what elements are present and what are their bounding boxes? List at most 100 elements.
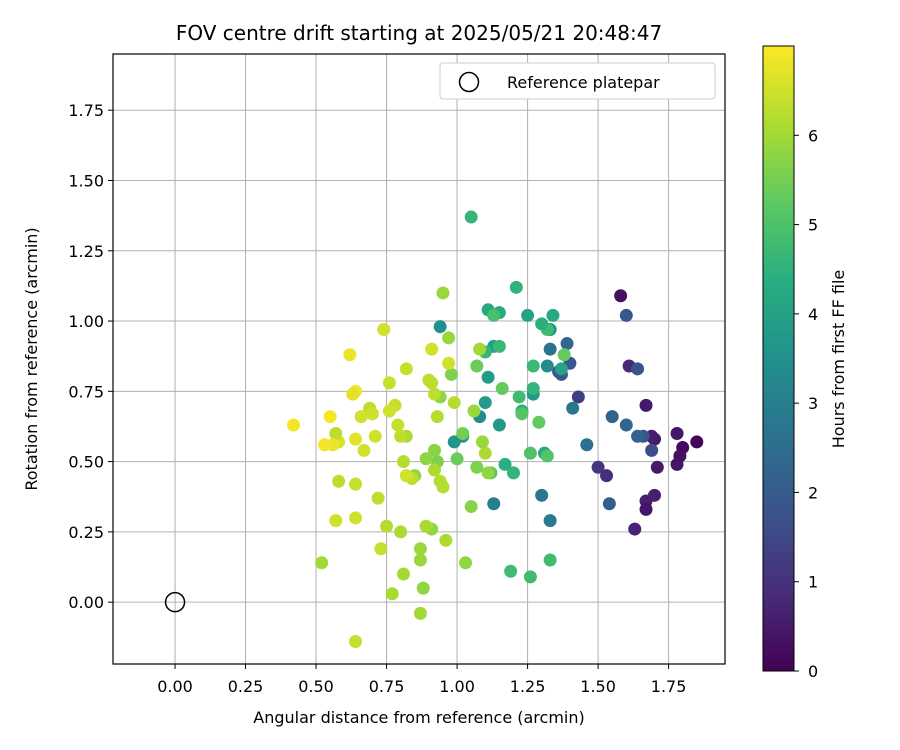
- data-point: [506, 466, 520, 480]
- colorbar-gradient: [762, 45, 795, 672]
- data-point: [374, 542, 388, 556]
- data-point: [467, 404, 481, 418]
- data-point: [481, 370, 495, 384]
- data-point: [428, 463, 442, 477]
- data-point: [318, 438, 332, 452]
- data-point: [670, 457, 684, 471]
- y-tick-label: 1.25: [68, 242, 104, 261]
- data-point: [523, 570, 537, 584]
- data-point: [377, 322, 391, 336]
- x-tick-label: 0.25: [228, 677, 264, 696]
- data-point: [670, 426, 684, 440]
- data-point: [394, 525, 408, 539]
- data-point: [382, 376, 396, 390]
- data-point: [357, 443, 371, 457]
- data-point: [399, 469, 413, 483]
- data-point: [365, 407, 379, 421]
- colorbar-ticks: 0 1 2 3 4 5 6: [794, 126, 818, 681]
- data-point: [631, 362, 645, 376]
- data-point: [382, 404, 396, 418]
- data-point: [631, 429, 645, 443]
- data-point: [614, 289, 628, 303]
- x-tick-label: 0.00: [157, 677, 193, 696]
- colorbar-tick-label: 4: [808, 305, 818, 324]
- data-point: [492, 339, 506, 353]
- data-point: [478, 396, 492, 410]
- data-point: [690, 435, 704, 449]
- data-point: [413, 542, 427, 556]
- data-point: [447, 435, 461, 449]
- data-point: [323, 410, 337, 424]
- data-point: [540, 449, 554, 463]
- data-point: [413, 553, 427, 567]
- data-point: [600, 469, 614, 483]
- data-point: [286, 418, 300, 432]
- data-point: [495, 382, 509, 396]
- data-point: [478, 446, 492, 460]
- data-point: [543, 553, 557, 567]
- data-point: [433, 474, 447, 488]
- data-point: [391, 418, 405, 432]
- x-axis-label: Angular distance from reference (arcmin): [253, 708, 584, 727]
- y-axis-ticks: 0.00 0.25 0.50 0.75 1.00 1.25 1.50 1.75: [68, 101, 113, 612]
- x-tick-label: 1.25: [510, 677, 546, 696]
- data-point: [332, 474, 346, 488]
- data-point: [464, 210, 478, 224]
- data-point: [509, 280, 523, 294]
- legend-entry: Reference platepar: [507, 73, 660, 92]
- data-point: [428, 387, 442, 401]
- data-point: [346, 387, 360, 401]
- x-tick-label: 1.75: [651, 677, 687, 696]
- data-point: [639, 398, 653, 412]
- data-point: [349, 511, 363, 525]
- data-point: [329, 514, 343, 528]
- data-point: [605, 410, 619, 424]
- data-point: [521, 308, 535, 322]
- data-point: [442, 331, 456, 345]
- data-points: [286, 210, 704, 649]
- data-point: [433, 320, 447, 334]
- colorbar-tick-label: 1: [808, 573, 818, 592]
- x-tick-label: 0.75: [369, 677, 405, 696]
- data-point: [349, 432, 363, 446]
- colorbar-tick-label: 6: [808, 126, 818, 145]
- data-point: [385, 587, 399, 601]
- data-point: [470, 359, 484, 373]
- data-point: [515, 407, 529, 421]
- data-point: [554, 362, 568, 376]
- data-point: [315, 556, 329, 570]
- x-axis-ticks: 0.00 0.25 0.50 0.75 1.00 1.25 1.50 1.75: [157, 664, 686, 696]
- data-point: [473, 342, 487, 356]
- data-point: [526, 359, 540, 373]
- legend: Reference platepar: [439, 62, 716, 100]
- colorbar-tick-label: 2: [808, 483, 818, 502]
- y-tick-label: 1.75: [68, 101, 104, 120]
- data-point: [645, 443, 659, 457]
- data-point: [470, 460, 484, 474]
- reference-point-marker: [164, 591, 186, 613]
- data-point: [439, 533, 453, 547]
- data-point: [540, 359, 554, 373]
- data-point: [487, 308, 501, 322]
- data-point: [442, 356, 456, 370]
- data-point: [535, 488, 549, 502]
- data-point: [560, 337, 574, 351]
- data-point: [413, 606, 427, 620]
- data-point: [396, 455, 410, 469]
- y-tick-label: 1.50: [68, 171, 104, 190]
- data-point: [380, 519, 394, 533]
- data-point: [492, 418, 506, 432]
- data-point: [487, 497, 501, 511]
- plot-frame: [112, 53, 726, 665]
- data-point: [329, 426, 343, 440]
- data-point: [459, 556, 473, 570]
- data-point: [535, 317, 549, 331]
- data-point: [498, 457, 512, 471]
- y-tick-label: 0.00: [68, 593, 104, 612]
- data-point: [523, 446, 537, 460]
- x-tick-label: 0.50: [298, 677, 334, 696]
- legend-box: [439, 62, 716, 100]
- data-point: [399, 362, 413, 376]
- data-point: [639, 502, 653, 516]
